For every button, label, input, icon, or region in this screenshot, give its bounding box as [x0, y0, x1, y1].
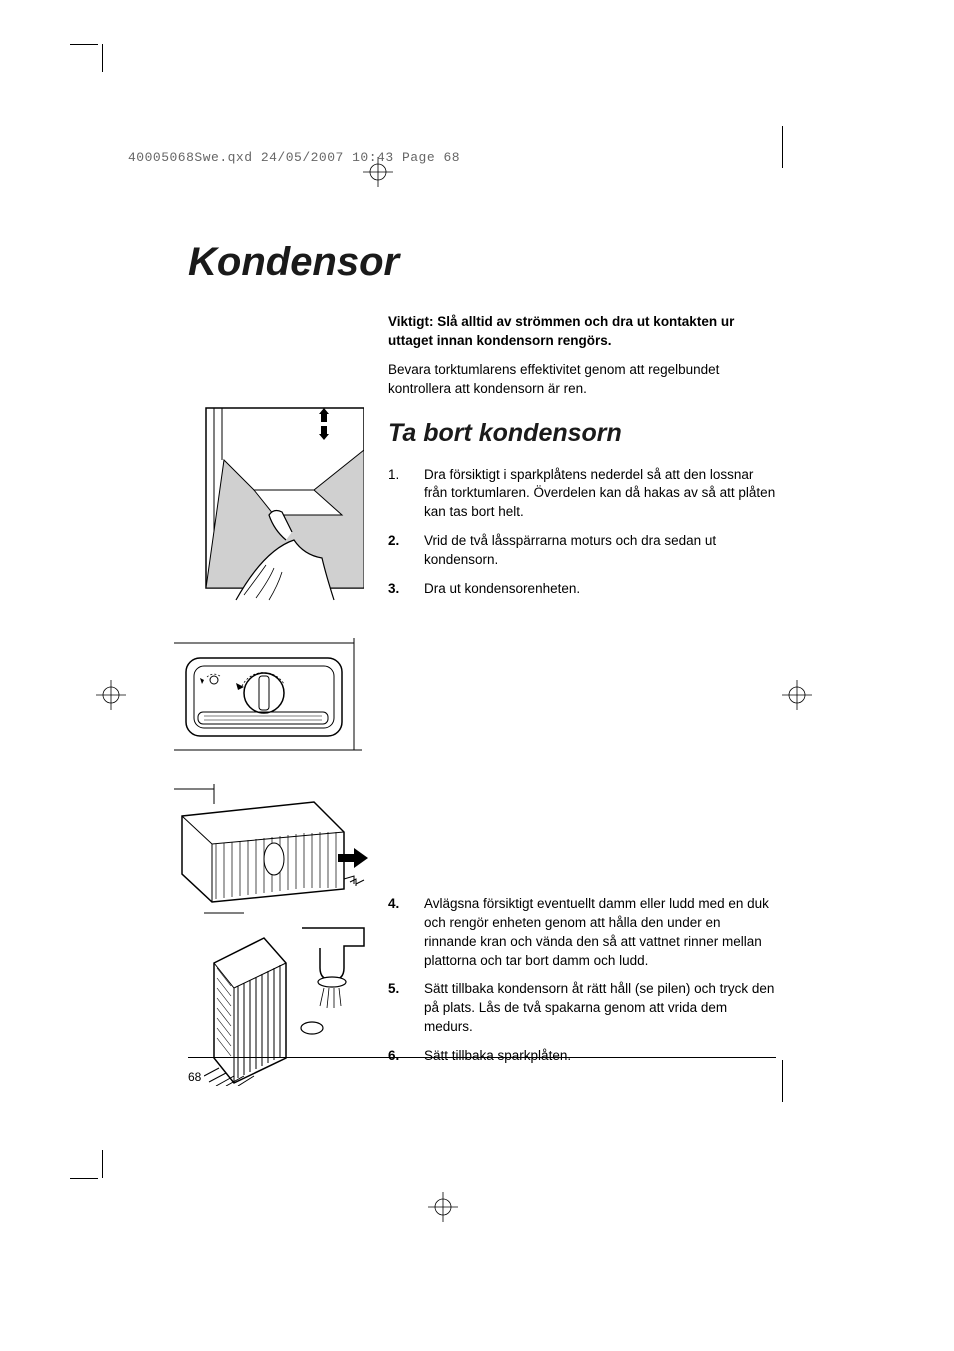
step-text: Sätt tillbaka kondensorn åt rätt håll (s…: [424, 980, 776, 1037]
registration-mark-right: [782, 680, 812, 710]
warning-text: Viktigt: Slå alltid av strömmen och dra …: [388, 313, 776, 351]
figure-unlock-latches: [174, 638, 372, 764]
steps-list-1: 1. Dra försiktigt i sparkplåtens nederde…: [388, 466, 776, 599]
step-text: Dra ut kondensorenheten.: [424, 580, 580, 599]
figure-rinse-condenser: [204, 908, 382, 1086]
document-header: 40005068Swe.qxd 24/05/2007 10:43 Page 68: [128, 150, 460, 165]
registration-mark-left: [96, 680, 126, 710]
step-number: 1.: [388, 466, 424, 523]
figure-pull-condenser: [174, 784, 372, 922]
steps-list-2: 4. Avlägsna försiktigt eventuellt damm e…: [388, 895, 776, 1066]
step-text: Vrid de två låsspärrarna moturs och dra …: [424, 532, 776, 570]
step-item: 1. Dra försiktigt i sparkplåtens nederde…: [388, 466, 776, 523]
step-text: Avlägsna försiktigt eventuellt damm elle…: [424, 895, 776, 971]
section-title: Ta bort kondensorn: [388, 419, 776, 448]
step-item: 3. Dra ut kondensorenheten.: [388, 580, 776, 599]
intro-text: Bevara torktumlarens effektivitet genom …: [388, 361, 776, 399]
registration-mark-bottom: [428, 1192, 458, 1222]
step-text: Dra försiktigt i sparkplåtens nederdel s…: [424, 466, 776, 523]
step-item: 5. Sätt tillbaka kondensorn åt rätt håll…: [388, 980, 776, 1037]
figure-remove-kickplate: [174, 400, 364, 618]
step-item: 4. Avlägsna försiktigt eventuellt damm e…: [388, 895, 776, 971]
step-number: 3.: [388, 580, 424, 599]
page-title: Kondensor: [188, 240, 776, 285]
footer-rule: [188, 1057, 776, 1059]
step-number: 2.: [388, 532, 424, 570]
page-number: 68: [188, 1070, 201, 1084]
step-number: 4.: [388, 895, 424, 971]
step-item: 2. Vrid de två låsspärrarna moturs och d…: [388, 532, 776, 570]
step-number: 5.: [388, 980, 424, 1037]
